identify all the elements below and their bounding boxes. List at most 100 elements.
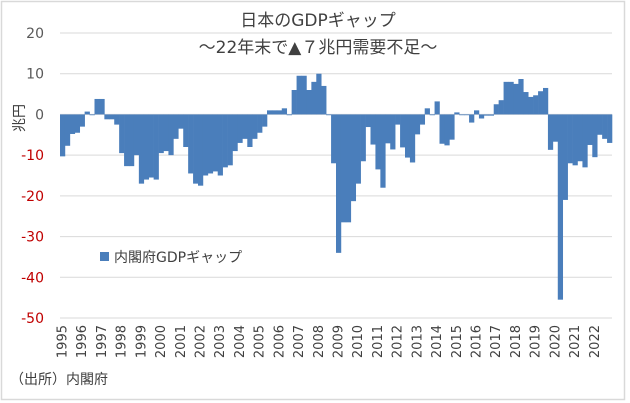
x-tick-label: 2005 [253, 325, 268, 358]
bar [336, 114, 342, 253]
bar [281, 108, 288, 115]
bar [193, 114, 199, 184]
bar [478, 114, 485, 119]
bar [129, 114, 135, 167]
bar [562, 114, 568, 200]
bar [163, 114, 169, 152]
bar [503, 81, 509, 115]
y-tick-label: -30 [21, 230, 44, 246]
bar [405, 114, 411, 158]
bar [454, 112, 460, 115]
bar [94, 98, 100, 115]
x-tick-label: 2015 [450, 325, 465, 358]
bar [488, 114, 495, 116]
bar [158, 114, 164, 154]
bar [321, 85, 327, 115]
bars [60, 73, 613, 300]
x-tick-label: 2001 [174, 325, 189, 358]
bar [99, 98, 105, 115]
bar [365, 114, 371, 128]
x-tick-label: 1999 [134, 325, 149, 358]
bar [498, 100, 504, 115]
bar [528, 96, 534, 115]
bar [316, 73, 322, 115]
bar [252, 114, 258, 139]
x-tick-label: 2013 [410, 325, 425, 358]
legend-swatch [100, 252, 109, 261]
y-tick-label: -20 [21, 189, 44, 205]
bar [370, 114, 376, 145]
bar [340, 114, 347, 223]
x-tick-label: 1996 [75, 325, 90, 358]
x-tick-label: 2017 [489, 325, 504, 358]
bar [143, 114, 150, 180]
bar [257, 114, 263, 133]
x-tick-label: 2009 [331, 325, 346, 358]
x-tick-label: 2007 [292, 325, 307, 358]
bar [74, 114, 81, 133]
bar [84, 111, 90, 115]
legend-label: 内閣府GDPギャップ [114, 250, 242, 266]
bar [232, 114, 238, 152]
x-tick-label: 2002 [193, 325, 208, 358]
bar [326, 114, 332, 116]
bar [355, 114, 361, 184]
bar [331, 114, 337, 164]
y-tick-label: 10 [26, 67, 44, 83]
bar [400, 114, 406, 148]
bar [207, 114, 214, 174]
bar [296, 75, 302, 115]
bar [582, 114, 588, 168]
bar [247, 114, 253, 147]
bar [390, 114, 396, 150]
bar [513, 83, 519, 115]
bar [429, 114, 435, 116]
bar [557, 114, 564, 300]
bar [153, 114, 159, 180]
bar [198, 114, 204, 186]
bar [444, 114, 450, 146]
x-tick-label: 2008 [312, 325, 327, 358]
x-tick-label: 2004 [233, 325, 248, 358]
x-tick-label: 1995 [55, 325, 70, 358]
bar [178, 114, 184, 129]
chart-title: 日本のGDPギャップ [240, 11, 396, 31]
x-tick-label: 2000 [154, 325, 169, 358]
bar [350, 114, 357, 202]
x-tick-label: 2016 [469, 325, 484, 358]
bar [543, 87, 549, 115]
bar [79, 114, 85, 127]
bar [459, 114, 465, 116]
bar [222, 114, 228, 168]
bar [183, 114, 189, 147]
x-tick-labels: 1995 1996 1997 1998 1999 2000 2001 2002 2003 2004… [55, 325, 602, 358]
bar [202, 114, 209, 176]
bar [469, 114, 475, 123]
x-tick-label: 2011 [371, 325, 386, 358]
bar [587, 114, 593, 145]
bar [64, 114, 71, 146]
bar [168, 114, 174, 156]
bar [424, 108, 430, 115]
x-tick-label: 1998 [115, 325, 130, 358]
bar [104, 114, 110, 120]
bar [592, 114, 598, 158]
y-axis-label: 兆円 [12, 104, 28, 132]
bar [552, 114, 559, 142]
bar [237, 114, 243, 143]
bar [262, 114, 268, 127]
x-tick-label: 2014 [430, 325, 445, 358]
bar [577, 114, 583, 162]
bar [148, 114, 154, 178]
bar [89, 114, 95, 116]
bar [276, 110, 283, 115]
bar [286, 114, 292, 116]
bar [217, 114, 223, 176]
bar [173, 114, 179, 139]
bar [419, 114, 426, 125]
bar [242, 114, 248, 139]
y-tick-label: -50 [21, 311, 44, 327]
bar [267, 110, 273, 115]
